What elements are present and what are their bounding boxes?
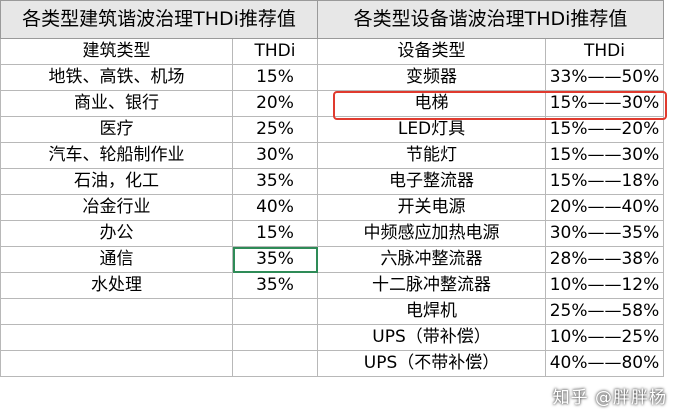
building-type-cell[interactable]: [0, 298, 233, 325]
device-type-cell[interactable]: LED灯具: [317, 116, 546, 143]
device-type-cell[interactable]: 电梯: [317, 90, 546, 117]
device-thdi-cell[interactable]: 30%——35%: [545, 220, 664, 247]
device-type-cell[interactable]: 开关电源: [317, 194, 546, 221]
title-row: 各类型建筑谐波治理THDi推荐值 各类型设备谐波治理THDi推荐值: [0, 0, 664, 39]
device-thdi-cell[interactable]: 15%——30%: [545, 90, 664, 117]
right-table-title[interactable]: 各类型设备谐波治理THDi推荐值: [317, 0, 664, 39]
building-type-cell[interactable]: 通信: [0, 246, 233, 273]
building-thdi-cell[interactable]: 20%: [232, 90, 318, 117]
column-header[interactable]: 建筑类型: [0, 38, 233, 65]
device-thdi-cell[interactable]: 40%——80%: [545, 350, 664, 377]
device-type-cell[interactable]: 六脉冲整流器: [317, 246, 546, 273]
device-thdi-cell[interactable]: 10%——25%: [545, 324, 664, 351]
device-type-cell[interactable]: UPS（不带补偿）: [317, 350, 546, 377]
device-type-cell[interactable]: 电焊机: [317, 298, 546, 325]
device-type-cell[interactable]: 中频感应加热电源: [317, 220, 546, 247]
device-type-cell[interactable]: 变频器: [317, 64, 546, 91]
building-type-cell[interactable]: 石油，化工: [0, 168, 233, 195]
building-thdi-cell[interactable]: 15%: [232, 220, 318, 247]
building-thdi-cell[interactable]: 15%: [232, 64, 318, 91]
building-type-cell[interactable]: [0, 324, 233, 351]
building-type-cell[interactable]: 地铁、高铁、机场: [0, 64, 233, 91]
building-thdi-cell[interactable]: 40%: [232, 194, 318, 221]
left-table-title[interactable]: 各类型建筑谐波治理THDi推荐值: [0, 0, 318, 39]
table-row: 汽车、轮船制作业 30% 节能灯 15%——30%: [0, 142, 664, 169]
table-row: 办公 15% 中频感应加热电源 30%——35%: [0, 220, 664, 247]
building-type-cell[interactable]: [0, 350, 233, 377]
table-row: 冶金行业 40% 开关电源 20%——40%: [0, 194, 664, 221]
table-row: 水处理 35% 十二脉冲整流器 10%——12%: [0, 272, 664, 299]
table-row: 电焊机 25%——58%: [0, 298, 664, 325]
device-thdi-cell[interactable]: 20%——40%: [545, 194, 664, 221]
watermark: 知乎 @胖胖杨: [552, 388, 667, 408]
table-row: 石油，化工 35% 电子整流器 15%——18%: [0, 168, 664, 195]
column-header[interactable]: THDi: [545, 38, 664, 65]
table-row: 商业、银行 20% 电梯 15%——30%: [0, 90, 664, 117]
device-type-cell[interactable]: 十二脉冲整流器: [317, 272, 546, 299]
building-type-cell[interactable]: 办公: [0, 220, 233, 247]
building-thdi-cell[interactable]: 30%: [232, 142, 318, 169]
thdi-table: 各类型建筑谐波治理THDi推荐值 各类型设备谐波治理THDi推荐值 建筑类型 THDi…: [0, 0, 664, 377]
device-thdi-cell[interactable]: 15%——30%: [545, 142, 664, 169]
table-row: UPS（带补偿） 10%——25%: [0, 324, 664, 351]
column-header[interactable]: 设备类型: [317, 38, 546, 65]
column-header[interactable]: THDi: [232, 38, 318, 65]
building-type-cell[interactable]: 医疗: [0, 116, 233, 143]
device-thdi-cell[interactable]: 10%——12%: [545, 272, 664, 299]
table-row: 地铁、高铁、机场 15% 变频器 33%——50%: [0, 64, 664, 91]
building-type-cell[interactable]: 冶金行业: [0, 194, 233, 221]
device-thdi-cell[interactable]: 28%——38%: [545, 246, 664, 273]
building-type-cell[interactable]: 汽车、轮船制作业: [0, 142, 233, 169]
device-type-cell[interactable]: 节能灯: [317, 142, 546, 169]
building-type-cell[interactable]: 水处理: [0, 272, 233, 299]
device-thdi-cell[interactable]: 15%——18%: [545, 168, 664, 195]
building-thdi-cell[interactable]: [232, 298, 318, 325]
building-thdi-cell[interactable]: 35%: [232, 168, 318, 195]
building-thdi-cell[interactable]: 35%: [232, 272, 318, 299]
building-thdi-cell[interactable]: [232, 350, 318, 377]
device-thdi-cell[interactable]: 25%——58%: [545, 298, 664, 325]
table-row: UPS（不带补偿） 40%——80%: [0, 350, 664, 377]
table-row: 医疗 25% LED灯具 15%——20%: [0, 116, 664, 143]
device-type-cell[interactable]: UPS（带补偿）: [317, 324, 546, 351]
building-type-cell[interactable]: 商业、银行: [0, 90, 233, 117]
selected-cell[interactable]: 35%: [232, 246, 318, 273]
device-thdi-cell[interactable]: 33%——50%: [545, 64, 664, 91]
device-thdi-cell[interactable]: 15%——20%: [545, 116, 664, 143]
building-thdi-cell[interactable]: [232, 324, 318, 351]
building-thdi-cell[interactable]: 25%: [232, 116, 318, 143]
table-row: 通信 35% 六脉冲整流器 28%——38%: [0, 246, 664, 273]
device-type-cell[interactable]: 电子整流器: [317, 168, 546, 195]
header-row: 建筑类型 THDi 设备类型 THDi: [0, 38, 664, 65]
